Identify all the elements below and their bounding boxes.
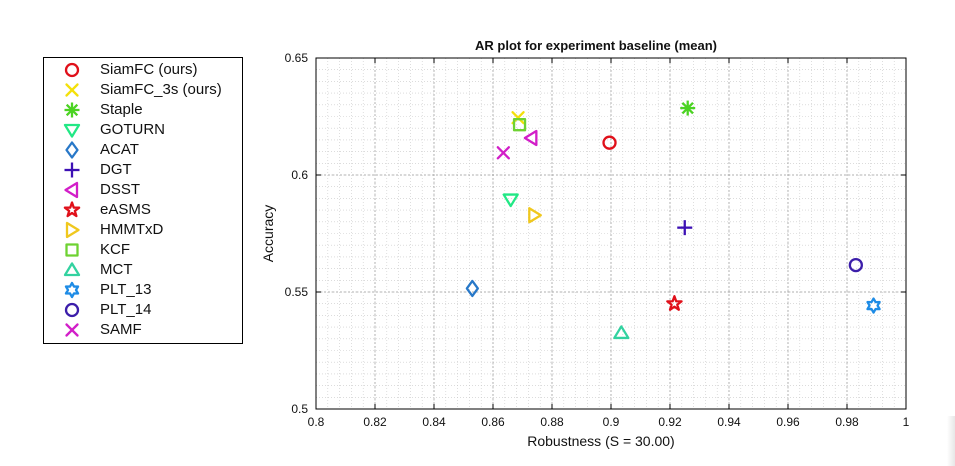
x-tick-label: 0.96 xyxy=(776,415,800,429)
legend-item: SiamFC (ours) xyxy=(44,60,242,80)
legend-label: ACAT xyxy=(100,141,139,158)
y-tick-label: 0.65 xyxy=(285,51,309,65)
y-axis-label: Accuracy xyxy=(260,205,276,263)
legend-item: GOTURN xyxy=(44,120,242,140)
legend-label: eASMS xyxy=(100,201,151,218)
legend-label: SAMF xyxy=(100,321,142,338)
point-acat xyxy=(465,279,480,298)
legend-item: Staple xyxy=(44,100,242,120)
point-samf xyxy=(496,146,510,160)
legend-marker xyxy=(65,323,79,337)
legend-marker xyxy=(65,243,79,257)
legend-marker-plus xyxy=(64,162,80,178)
legend-marker xyxy=(64,162,80,178)
point-mct xyxy=(613,325,630,340)
legend-label: DGT xyxy=(100,161,132,178)
legend-marker-circle xyxy=(64,302,80,318)
legend-marker-square xyxy=(65,243,79,257)
legend-item: SiamFC_3s (ours) xyxy=(44,80,242,100)
legend-label: GOTURN xyxy=(100,121,165,138)
y-tick-label: 0.5 xyxy=(291,402,308,416)
legend-marker xyxy=(63,123,81,138)
legend-marker xyxy=(64,62,80,78)
legend-item: PLT_14 xyxy=(44,300,242,320)
x-tick-label: 0.98 xyxy=(835,415,859,429)
legend-marker xyxy=(65,141,79,159)
legend-item: HMMTxD xyxy=(44,220,242,240)
point-staple xyxy=(680,100,696,116)
legend-item: KCF xyxy=(44,240,242,260)
chart-title: AR plot for experiment baseline (mean) xyxy=(475,38,717,53)
point-easms xyxy=(666,295,683,311)
legend-label: PLT_13 xyxy=(100,281,152,298)
legend-marker-x xyxy=(65,83,79,97)
legend-item: MCT xyxy=(44,260,242,280)
legend-label: DSST xyxy=(100,181,141,198)
x-tick-label: 0.92 xyxy=(658,415,682,429)
legend-item: DGT xyxy=(44,160,242,180)
x-tick-label: 0.88 xyxy=(540,415,564,429)
legend-label: KCF xyxy=(100,241,130,258)
legend-marker-x xyxy=(65,323,79,337)
legend-label: PLT_14 xyxy=(100,301,152,318)
legend-marker-hexagram xyxy=(64,281,80,299)
legend-marker xyxy=(64,102,80,118)
legend-label: Staple xyxy=(100,101,143,118)
legend-label: HMMTxD xyxy=(100,221,164,238)
x-axis-label: Robustness (S = 30.00) xyxy=(527,433,674,449)
legend-item: PLT_13 xyxy=(44,280,242,300)
point-plt-13 xyxy=(866,297,881,314)
legend-marker-triangle-up xyxy=(63,262,81,277)
legend-marker xyxy=(64,181,79,199)
legend-marker-pentagram xyxy=(63,201,81,218)
legend-marker-triangle-down xyxy=(63,123,81,138)
legend-label: SiamFC (ours) xyxy=(100,61,198,78)
x-tick-label: 0.82 xyxy=(363,415,387,429)
y-tick-label: 0.55 xyxy=(285,285,309,299)
point-dgt xyxy=(677,220,693,236)
x-tick-label: 0.86 xyxy=(481,415,505,429)
x-tick-label: 1 xyxy=(903,415,910,429)
x-tick-label: 0.94 xyxy=(717,415,741,429)
legend-marker xyxy=(63,262,81,277)
legend-label: MCT xyxy=(100,261,133,278)
point-hmmtxd xyxy=(528,207,542,224)
point-goturn xyxy=(502,193,519,208)
point-dsst xyxy=(523,129,538,147)
legend-label: SiamFC_3s (ours) xyxy=(100,81,222,98)
legend-item: ACAT xyxy=(44,140,242,160)
y-tick-label: 0.6 xyxy=(291,168,308,182)
data-points xyxy=(465,100,881,340)
legend-marker-triangle-right xyxy=(65,221,80,239)
x-tick-label: 0.84 xyxy=(422,415,446,429)
legend-marker xyxy=(65,221,80,239)
legend-item: DSST xyxy=(44,180,242,200)
x-tick-label: 0.9 xyxy=(603,415,620,429)
legend-marker xyxy=(63,201,81,218)
legend-marker xyxy=(64,281,80,299)
legend-marker xyxy=(64,302,80,318)
legend-marker-asterisk xyxy=(64,102,80,118)
page-edge-shadow xyxy=(947,416,955,466)
x-tick-label: 0.8 xyxy=(308,415,325,429)
legend-marker-circle xyxy=(64,62,80,78)
point-siamfc-ours xyxy=(602,135,617,150)
legend-item: eASMS xyxy=(44,200,242,220)
legend-item: SAMF xyxy=(44,320,242,340)
legend-marker-diamond xyxy=(65,141,79,159)
legend: SiamFC (ours) SiamFC_3s (ours) Staple GOTUR… xyxy=(43,57,243,344)
legend-marker-triangle-left xyxy=(64,181,79,199)
legend-marker xyxy=(65,83,79,97)
point-plt-14 xyxy=(848,257,863,273)
ticks: 0.8 0.82 0.84 0.86 0.88 0.9 0.92 0.94 0.96 0.98 1 0… xyxy=(285,51,910,429)
point-kcf xyxy=(512,118,527,132)
